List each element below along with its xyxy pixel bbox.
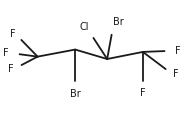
Text: Br: Br [113, 17, 124, 27]
Text: F: F [8, 64, 13, 74]
Text: F: F [140, 88, 146, 98]
Text: F: F [175, 46, 181, 56]
Text: Cl: Cl [80, 22, 89, 32]
Text: F: F [173, 69, 178, 79]
Text: F: F [3, 48, 9, 58]
Text: F: F [10, 29, 16, 39]
Text: Br: Br [70, 89, 81, 99]
